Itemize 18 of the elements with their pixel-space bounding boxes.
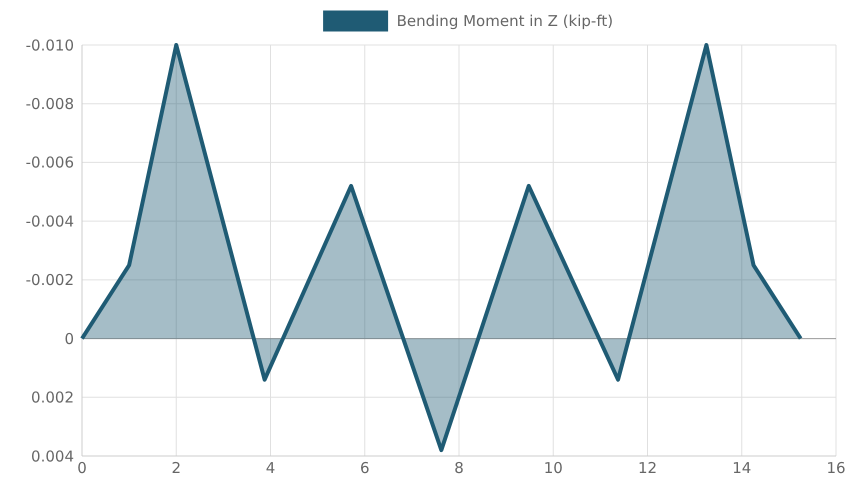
x-tick-label: 2 — [171, 459, 182, 477]
legend-label: Bending Moment in Z (kip-ft) — [396, 12, 614, 30]
x-tick-label: 4 — [266, 459, 276, 477]
x-tick-label: 14 — [732, 459, 752, 477]
y-tick-label: -0.006 — [26, 154, 74, 172]
y-tick-label: 0.004 — [31, 447, 74, 466]
x-tick-label: 6 — [360, 459, 370, 477]
x-tick-label: 0 — [77, 459, 87, 477]
x-tick-label: 8 — [454, 459, 464, 477]
y-tick-label: -0.010 — [26, 36, 74, 54]
x-tick-label: 12 — [638, 459, 658, 477]
y-tick-label: 0.002 — [31, 388, 74, 407]
y-tick-label: -0.008 — [26, 94, 74, 113]
x-tick-label: 10 — [544, 459, 563, 477]
y-tick-label: -0.004 — [26, 212, 74, 230]
y-tick-label: 0 — [64, 330, 74, 348]
x-tick-label: 16 — [826, 459, 846, 477]
y-tick-label: -0.002 — [26, 271, 74, 290]
